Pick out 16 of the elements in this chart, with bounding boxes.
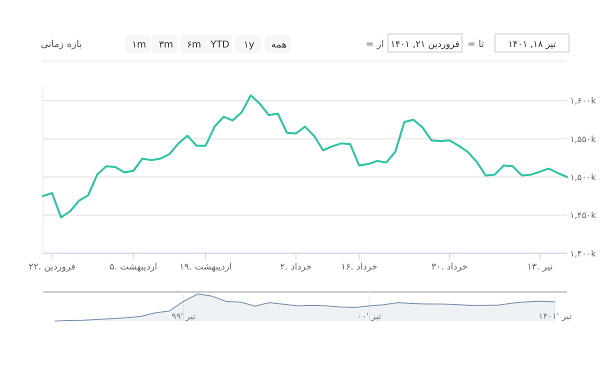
- x-tick-label: تیر '۱۴۰۱: [538, 312, 572, 322]
- line-series: [42, 94, 568, 218]
- y-tick-label: ۱,۴۵۰k: [570, 211, 596, 222]
- x-tick-label: ۲. خرداد: [280, 262, 312, 272]
- x-tick-label: ۲۲. فروردین: [28, 262, 76, 272]
- x-tick-label: تیر '۰۰: [357, 312, 382, 322]
- x-tick-label: ۱۶. خرداد: [340, 262, 378, 272]
- x-tick-label: تیر '۹۹: [172, 312, 196, 322]
- y-tick-label: ۱,۶۰۰k: [570, 96, 596, 107]
- x-tick-label: ۱۳. تیر: [527, 262, 554, 272]
- x-tick-label: ۵. اردیبهشت: [110, 262, 158, 272]
- y-tick-label: ۱,۵۰۰k: [570, 172, 596, 183]
- x-tick-label: ۳۰. خرداد: [431, 262, 468, 272]
- y-tick-label: ۱,۴۰۰k: [570, 249, 596, 260]
- x-tick-label: ۱۹. اردیبهشت: [179, 262, 232, 272]
- y-tick-label: ۱,۵۵۰k: [570, 134, 596, 145]
